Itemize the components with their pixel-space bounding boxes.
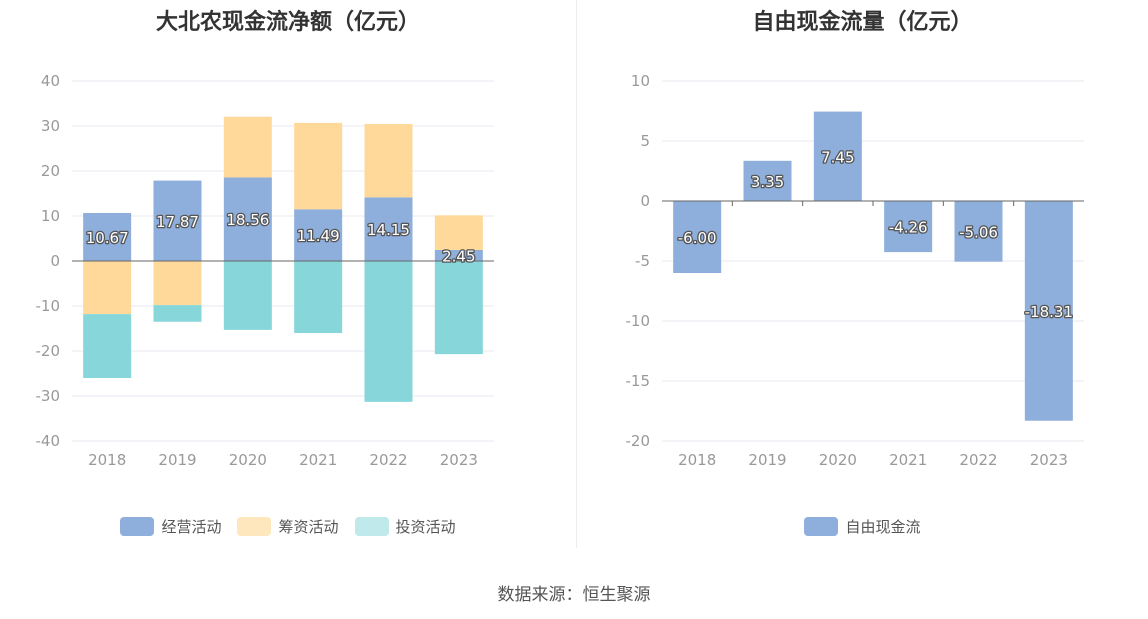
legend-swatch-fcf [804,517,839,536]
y-tick-label: -5 [635,252,650,270]
data-label: -5.06 [959,223,998,241]
bar-筹资活动-2020 [223,116,272,178]
bar-自由现金流-2019 [743,160,792,201]
data-label: -4.26 [889,219,928,237]
data-label: 10.67 [86,229,129,247]
y-tick-label: 0 [50,252,60,270]
x-tick-label: 2019 [158,451,196,469]
chart-legend: 经营活动 筹资活动 投资活动 [0,516,576,537]
bar-自由现金流-2023 [1024,201,1073,421]
bar-经营活动-2019 [153,180,202,261]
x-tick-label: 2021 [889,451,927,469]
legend-item-operating[interactable]: 经营活动 [120,516,221,537]
x-tick-label: 2021 [299,451,337,469]
y-tick-label: -10 [626,312,651,330]
bar-经营活动-2018 [83,212,132,261]
x-tick-label: 2023 [440,451,478,469]
panel-divider [576,0,577,548]
free-cash-flow-chart: 10 5 0 -5 -10 -15 -20 2018 2019 2020 2021 2022 2023 -… [626,72,1084,469]
y-tick-label: 10 [41,207,60,225]
bar-经营活动-2023 [434,249,483,261]
bar-投资活动-2021 [294,261,343,333]
legend-label: 经营活动 [161,518,222,536]
x-tick-label: 2022 [369,451,407,469]
data-label: 3.35 [751,173,784,191]
chart-title: 大北农现金流净额（亿元） [155,10,420,35]
legend-swatch-financing [237,517,272,536]
data-label: 7.45 [821,148,854,166]
legend-swatch-investing [354,517,389,536]
data-label: 18.56 [226,211,269,229]
y-tick-label: -20 [626,432,651,450]
y-tick-label: -10 [36,297,61,315]
legend-label: 投资活动 [395,518,456,536]
bar-投资活动-2020 [223,261,272,330]
free-cash-flow-chart-panel: 自由现金流量（亿元） 10 5 0 -5 -10 -15 -20 2018 2019 2020 20… [577,0,1148,560]
bar-投资活动-2022 [364,261,413,402]
y-tick-label: 0 [640,192,650,210]
y-tick-label: -30 [36,387,61,405]
data-source-note: 数据来源：恒生聚源 [497,585,651,605]
x-tick-label: 2020 [819,451,857,469]
x-tick-label: 2018 [678,451,716,469]
legend-swatch-operating [120,517,155,536]
bar-经营活动-2020 [223,177,272,261]
y-tick-label: 40 [41,72,60,90]
x-tick-label: 2022 [959,451,997,469]
data-label: 17.87 [156,213,199,231]
y-tick-label: 20 [41,162,60,180]
y-tick-label: 10 [631,72,650,90]
y-tick-label: -40 [36,432,61,450]
y-tick-label: 30 [41,117,60,135]
data-label: 2.45 [442,247,475,265]
data-label: 11.49 [297,227,340,245]
bar-经营活动-2021 [294,209,343,261]
bar-自由现金流-2021 [884,201,933,253]
legend-item-fcf[interactable]: 自由现金流 [804,516,921,537]
x-tick-label: 2018 [88,451,126,469]
bar-自由现金流-2018 [673,201,722,273]
y-tick-label: 5 [640,132,650,150]
x-tick-label: 2023 [1030,451,1068,469]
x-tick-label: 2020 [229,451,267,469]
bar-筹资活动-2023 [434,215,483,250]
chart-legend: 自由现金流 [577,516,1148,537]
x-tick-label: 2019 [748,451,786,469]
bar-筹资活动-2022 [364,123,413,198]
legend-item-financing[interactable]: 筹资活动 [237,516,339,537]
y-tick-label: -15 [626,372,651,390]
data-label: -18.31 [1025,303,1073,321]
bar-筹资活动-2019 [153,261,202,306]
data-label: 14.15 [367,221,410,239]
legend-item-investing[interactable]: 投资活动 [354,516,456,537]
bar-投资活动-2018 [83,314,132,378]
bar-投资活动-2023 [434,261,483,355]
bar-经营活动-2022 [364,197,413,261]
bar-筹资活动-2021 [294,122,343,210]
cash-flow-net-chart: 40 30 20 10 0 -10 -20 -30 -40 2018 2019 2020 2021 202… [36,72,494,469]
bar-筹资活动-2018 [83,261,132,315]
bar-自由现金流-2022 [954,201,1003,262]
bar-投资活动-2019 [153,305,202,322]
bar-自由现金流-2020 [813,111,862,201]
legend-label: 自由现金流 [845,518,921,536]
legend-label: 筹资活动 [278,518,339,536]
cash-flow-net-chart-panel: 大北农现金流净额（亿元） 40 30 20 10 0 -10 -20 -30 -40 2018 20… [0,0,576,560]
data-label: -6.00 [678,229,717,247]
chart-title: 自由现金流量（亿元） [752,10,973,35]
y-tick-label: -20 [36,342,61,360]
